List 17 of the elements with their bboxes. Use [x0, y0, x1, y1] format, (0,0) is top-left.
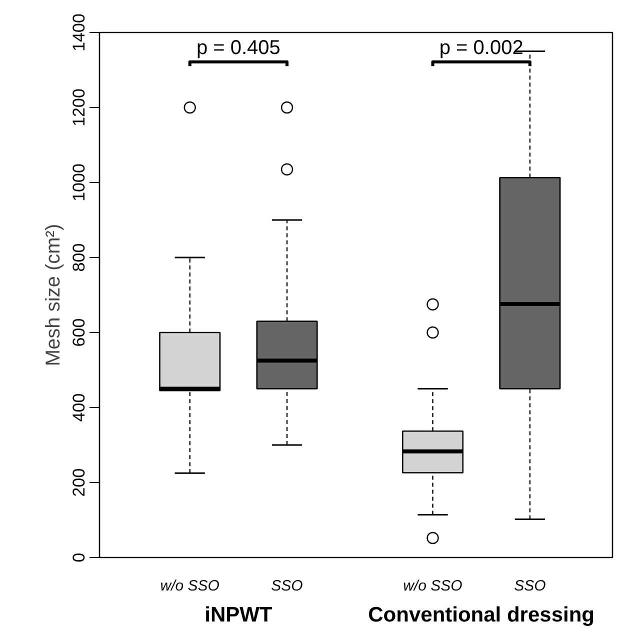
- y-axis-title: Mesh size (cm²): [42, 224, 64, 366]
- x-tick-label: w/o SSO: [403, 578, 463, 594]
- y-tick-label: 0: [70, 552, 88, 562]
- y-tick-label: 1000: [70, 164, 88, 202]
- y-tick-label: 400: [70, 393, 88, 422]
- text: Conventional dressing: [368, 604, 595, 626]
- x-tick-label: w/o SSO: [160, 578, 220, 594]
- annotation: p = 0.002: [439, 36, 524, 59]
- x-tick-label: SSO: [514, 578, 546, 594]
- text: iNPWT: [204, 604, 272, 626]
- annotation: p = 0.405: [196, 36, 280, 59]
- x-tick-label: SSO: [271, 578, 304, 594]
- y-tick-label: 1400: [70, 14, 88, 52]
- y-tick-label: 600: [70, 318, 88, 347]
- y-tick-label: 200: [70, 468, 88, 497]
- y-tick-label: 1200: [70, 88, 88, 126]
- y-tick-label: 800: [70, 243, 88, 272]
